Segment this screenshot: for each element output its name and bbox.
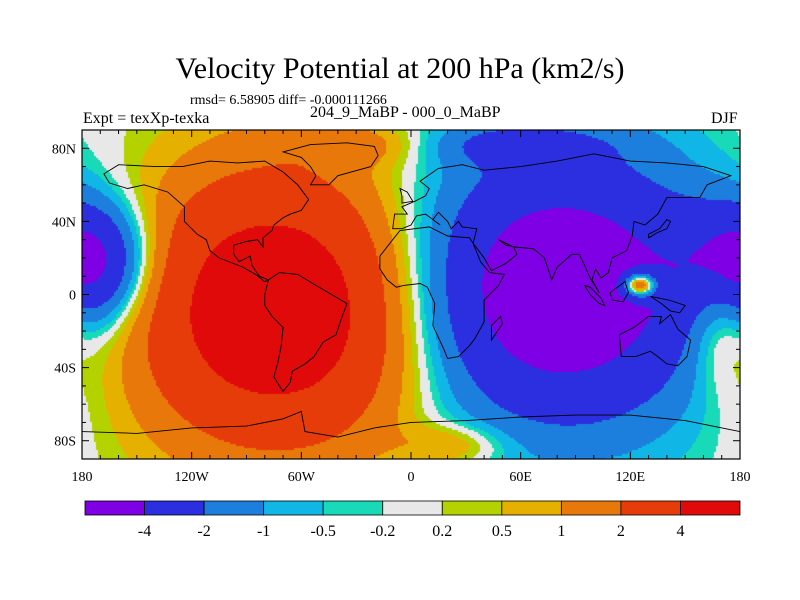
- y-tick-label: 0: [69, 289, 76, 304]
- x-tick-label: 180: [730, 470, 751, 485]
- coastline-australia: [618, 313, 692, 367]
- colorbar-box: [441, 500, 503, 516]
- coastline-madagascar: [490, 315, 503, 342]
- y-tick-label: 40S: [54, 362, 76, 377]
- coastline-eurasia: [392, 153, 733, 293]
- colorbar-box: [322, 500, 384, 516]
- x-tick-label: 60W: [288, 470, 316, 485]
- coastline-uk: [399, 187, 414, 204]
- colorbar-label: -2: [197, 523, 210, 540]
- colorbar-label: -0.5: [311, 523, 336, 540]
- colorbar-box: [501, 500, 562, 516]
- x-tick-label: 180: [72, 470, 93, 485]
- y-tick-label: 80N: [52, 142, 76, 157]
- coastline-north-america: [103, 160, 310, 283]
- tick-marks: [81, 129, 741, 460]
- colorbar-label: 0.5: [492, 523, 512, 540]
- colorbar-label: 0.2: [432, 523, 452, 540]
- x-tick-label: 120W: [175, 470, 210, 485]
- experiment-label: Expt = texXp-texka: [83, 110, 210, 127]
- colorbar-box: [203, 500, 265, 516]
- x-tick-label: 0: [408, 470, 415, 485]
- y-tick-label: 80S: [54, 435, 76, 450]
- coastline-borneo: [609, 280, 629, 303]
- coastline-japan: [648, 219, 672, 239]
- x-tick-label: 60E: [509, 470, 532, 485]
- contour-image: [82, 130, 740, 459]
- coastlines: [82, 142, 740, 438]
- colorbar-label: -1: [257, 523, 270, 540]
- colorbar-label: 1: [557, 523, 565, 540]
- stats-text: rmsd= 6.58905 diff= -0.000111266: [190, 93, 387, 108]
- colorbar-box: [144, 500, 205, 516]
- coastline-greenland: [281, 142, 379, 186]
- colorbar-label: -4: [138, 523, 151, 540]
- colorbar-box: [84, 500, 145, 516]
- difference-label: 204_9_MaBP - 000_0_MaBP: [310, 104, 501, 121]
- contour-field: [82, 130, 740, 459]
- colorbar-box: [560, 500, 622, 516]
- colorbar-box: [620, 500, 681, 516]
- chart-title: Velocity Potential at 200 hPa (km2/s): [175, 52, 625, 85]
- coastline-sumatra: [583, 284, 606, 307]
- colorbar-label: 4: [676, 523, 684, 540]
- season-label: DJF: [711, 110, 738, 127]
- coastline-new-guinea: [650, 295, 686, 314]
- y-tick-label: 40N: [52, 215, 76, 230]
- coastline-south-america: [264, 272, 348, 393]
- colorbar-box: [382, 500, 443, 516]
- coastline-africa: [379, 226, 505, 360]
- colorbar-box: [263, 500, 324, 516]
- x-tick-label: 120E: [616, 470, 646, 485]
- colorbar-box: [680, 500, 741, 516]
- coastline-antarctica-coast: [82, 410, 740, 438]
- colorbar-label: -0.2: [370, 523, 395, 540]
- colorbar-label: 2: [617, 523, 625, 540]
